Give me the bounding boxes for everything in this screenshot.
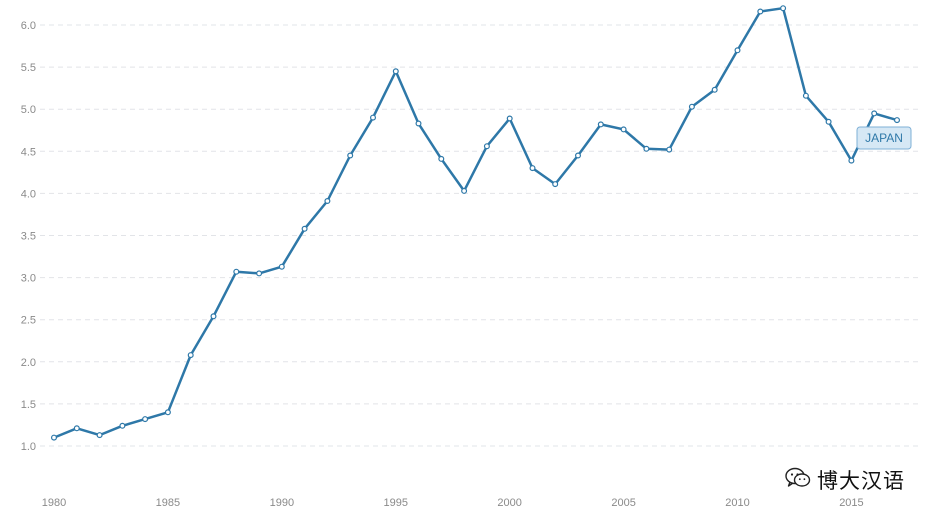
series-japan xyxy=(50,5,900,441)
y-tick-label: 1.0 xyxy=(21,441,36,453)
data-point xyxy=(757,8,764,15)
y-tick-label: 2.0 xyxy=(21,357,36,369)
wechat-icon xyxy=(785,467,811,494)
data-point xyxy=(256,270,263,277)
data-point xyxy=(734,47,741,54)
x-tick-label: 1995 xyxy=(384,497,408,509)
data-point xyxy=(483,143,490,150)
data-point xyxy=(506,115,513,122)
data-point xyxy=(301,225,308,232)
data-point xyxy=(324,198,331,205)
data-point xyxy=(893,117,900,124)
data-point xyxy=(825,118,832,125)
series-label-japan: JAPAN xyxy=(856,126,912,150)
gridlines xyxy=(40,24,920,447)
data-point xyxy=(415,120,422,127)
data-point xyxy=(438,155,445,162)
data-point xyxy=(643,145,650,152)
y-tick-label: 2.5 xyxy=(21,315,36,327)
data-point xyxy=(370,114,377,121)
series-label-box xyxy=(856,126,912,150)
x-tick-label: 2000 xyxy=(497,497,521,509)
data-point xyxy=(802,92,809,99)
data-point xyxy=(96,432,103,439)
data-point xyxy=(347,152,354,159)
watermark: 博大汉语 xyxy=(785,465,905,495)
data-point xyxy=(711,86,718,93)
y-tick-label: 3.0 xyxy=(21,273,36,285)
data-point xyxy=(574,152,581,159)
data-point xyxy=(210,313,217,320)
y-tick-label: 5.5 xyxy=(21,62,36,74)
watermark-text: 博大汉语 xyxy=(817,469,905,493)
y-tick-label: 5.0 xyxy=(21,104,36,116)
x-tick-label: 1980 xyxy=(42,497,66,509)
data-point xyxy=(119,422,126,429)
data-point xyxy=(392,68,399,75)
series-line xyxy=(52,6,899,439)
data-point xyxy=(620,126,627,133)
y-tick-label: 1.5 xyxy=(21,399,36,411)
data-point xyxy=(688,103,695,110)
data-point xyxy=(187,352,194,359)
data-point xyxy=(529,165,536,172)
y-axis-tick-labels: 1.0 1.5 2.0 2.5 3.0 3.5 4.0 4.5 5.0 5.5 6.0 xyxy=(21,20,36,453)
data-point xyxy=(597,121,604,128)
data-point xyxy=(164,409,171,416)
y-tick-label: 6.0 xyxy=(21,20,36,32)
data-point xyxy=(848,157,855,164)
series-label-text: JAPAN xyxy=(865,131,903,145)
x-tick-label: 2010 xyxy=(725,497,749,509)
data-point xyxy=(50,434,57,441)
y-tick-label: 4.0 xyxy=(21,188,36,200)
x-tick-label: 1985 xyxy=(156,497,180,509)
x-axis-tick-labels: 1980 1985 1990 1995 2000 2005 2010 2015 xyxy=(42,497,864,509)
data-point xyxy=(142,416,149,423)
x-tick-label: 2005 xyxy=(611,497,635,509)
x-tick-label: 1990 xyxy=(270,497,294,509)
x-tick-label: 2015 xyxy=(839,497,863,509)
data-point xyxy=(666,146,673,153)
data-point xyxy=(278,263,285,270)
data-point xyxy=(871,110,878,117)
data-point xyxy=(233,268,240,275)
y-tick-label: 4.5 xyxy=(21,146,36,158)
data-point xyxy=(73,425,80,432)
y-tick-label: 3.5 xyxy=(21,231,36,243)
data-point xyxy=(461,187,468,194)
data-point xyxy=(552,181,559,188)
data-point xyxy=(780,5,787,12)
